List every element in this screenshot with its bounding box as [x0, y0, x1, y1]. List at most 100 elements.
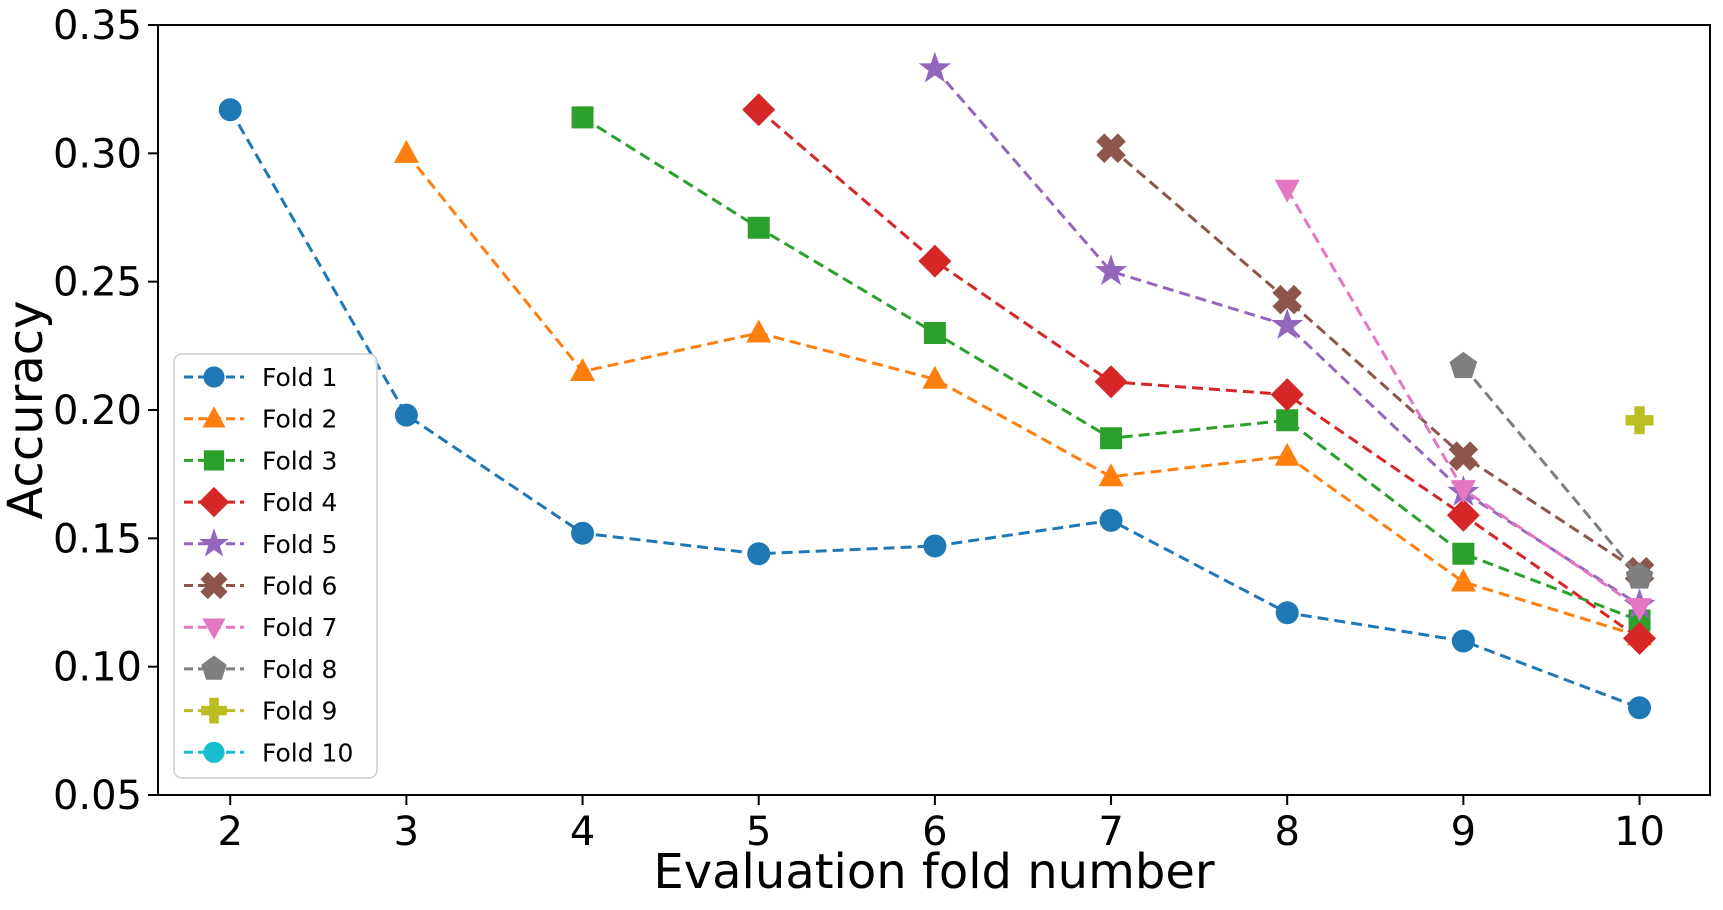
- legend-marker-fold-9: [201, 697, 227, 724]
- marker-fold-4: [1270, 378, 1304, 412]
- legend-label: Fold 2: [262, 405, 337, 434]
- y-tick-label: 0.35: [53, 3, 142, 49]
- marker-fold-2: [1098, 463, 1124, 487]
- marker-fold-5: [1094, 254, 1128, 286]
- marker-fold-2: [746, 319, 772, 343]
- marker-fold-9: [1625, 406, 1654, 435]
- legend-label: Fold 9: [262, 697, 337, 726]
- marker-fold-3: [1100, 427, 1123, 450]
- legend-marker-fold-6: [200, 571, 228, 600]
- marker-fold-6: [1272, 284, 1302, 315]
- series-line-fold-4: [757, 108, 1641, 640]
- x-tick-label: 9: [1451, 809, 1476, 855]
- marker-fold-7: [1450, 480, 1476, 504]
- marker-fold-2: [1450, 568, 1476, 592]
- series-line-fold-1: [228, 108, 1641, 710]
- legend-marker-fold-4: [198, 486, 230, 518]
- x-tick-label: 10: [1614, 809, 1665, 855]
- legend-label: Fold 4: [262, 488, 337, 517]
- legend-marker-fold-1: [203, 366, 225, 388]
- legend-label: Fold 6: [262, 572, 337, 601]
- x-tick-label: 6: [922, 809, 947, 855]
- legend-item: Fold 2: [184, 405, 337, 434]
- marker-fold-1: [571, 521, 595, 545]
- marker-fold-1: [923, 534, 947, 558]
- y-axis-label: Accuracy: [0, 300, 54, 519]
- marker-fold-6: [1448, 441, 1479, 471]
- marker-fold-2: [922, 365, 948, 389]
- legend-label: Fold 7: [262, 613, 337, 642]
- marker-fold-4: [1446, 498, 1480, 532]
- marker-fold-5: [1271, 308, 1304, 340]
- series-line-fold-6: [1110, 147, 1641, 573]
- marker-fold-8: [1449, 351, 1478, 379]
- marker-fold-3: [923, 322, 946, 344]
- legend-marker-fold-3: [203, 450, 225, 471]
- marker-fold-1: [1451, 629, 1475, 653]
- x-tick-label: 2: [218, 809, 243, 855]
- marker-fold-4: [1094, 365, 1128, 399]
- x-tick-label: 8: [1274, 809, 1299, 855]
- marker-fold-2: [1274, 442, 1300, 466]
- x-tick-label: 7: [1098, 809, 1123, 855]
- legend-item: Fold 9: [184, 697, 337, 726]
- legend-item: Fold 5: [184, 528, 337, 559]
- marker-fold-4: [918, 244, 952, 278]
- legend-item: Fold 3: [184, 446, 337, 475]
- marker-fold-3: [1276, 409, 1299, 432]
- legend-marker-fold-10: [203, 741, 225, 763]
- y-tick-label: 0.20: [53, 388, 142, 434]
- marker-fold-4: [742, 93, 776, 127]
- marker-fold-1: [1099, 508, 1123, 532]
- legend-item: Fold 1: [184, 363, 337, 392]
- legend-marker-fold-2: [202, 406, 226, 428]
- marker-fold-4: [1623, 621, 1657, 655]
- marker-fold-8: [1625, 562, 1654, 589]
- x-tick-label: 3: [394, 809, 419, 855]
- legend-box: [173, 353, 378, 779]
- series-line-fold-5: [933, 67, 1641, 607]
- legend-item: Fold 6: [184, 571, 337, 601]
- marker-fold-3: [1452, 542, 1475, 565]
- marker-fold-7: [1627, 598, 1653, 622]
- marker-fold-3: [571, 106, 594, 129]
- series-line-fold-8: [1462, 365, 1641, 578]
- x-tick-label: 5: [746, 809, 771, 855]
- marker-fold-2: [570, 358, 596, 381]
- legend-marker-fold-7: [202, 618, 226, 640]
- x-tick-label: 4: [570, 809, 595, 855]
- legend-item: Fold 4: [184, 486, 337, 518]
- legend: Fold 1 Fold 2 Fold 3 Fold 4 Fold 5 Fold 6 Fold…: [173, 353, 378, 779]
- axis-ticks: 2 3 4 5 6 7 8 9 10 0.05 0.10 0.15 0.20 0.25 0.30 0.35: [53, 3, 1665, 855]
- legend-item: Fold 10: [184, 738, 353, 767]
- marker-fold-1: [1628, 696, 1652, 720]
- legend-label: Fold 8: [262, 655, 337, 684]
- marker-fold-1: [394, 403, 418, 427]
- marker-fold-1: [1275, 601, 1299, 625]
- series-line-fold-2: [405, 152, 1640, 638]
- y-tick-label: 0.30: [53, 131, 142, 177]
- marker-fold-6: [1096, 133, 1126, 163]
- marker-fold-7: [1274, 179, 1300, 203]
- marker-fold-5: [918, 51, 952, 83]
- x-axis-label: Evaluation fold number: [653, 844, 1214, 900]
- y-tick-label: 0.15: [53, 516, 142, 562]
- legend-label: Fold 3: [262, 446, 337, 475]
- legend-item: Fold 8: [184, 655, 337, 684]
- marker-fold-1: [218, 98, 242, 122]
- marker-fold-2: [393, 139, 419, 163]
- legend-marker-fold-5: [199, 528, 229, 557]
- legend-label: Fold 5: [262, 530, 337, 559]
- marker-fold-3: [747, 216, 770, 239]
- series-group: [218, 51, 1657, 720]
- y-tick-label: 0.05: [53, 773, 142, 819]
- legend-label: Fold 1: [262, 363, 337, 392]
- y-tick-label: 0.10: [53, 645, 142, 691]
- y-tick-label: 0.25: [53, 260, 142, 306]
- legend-marker-fold-8: [201, 655, 227, 680]
- legend-item: Fold 7: [184, 613, 337, 642]
- plot-frame: [157, 24, 1711, 796]
- marker-fold-1: [747, 542, 771, 566]
